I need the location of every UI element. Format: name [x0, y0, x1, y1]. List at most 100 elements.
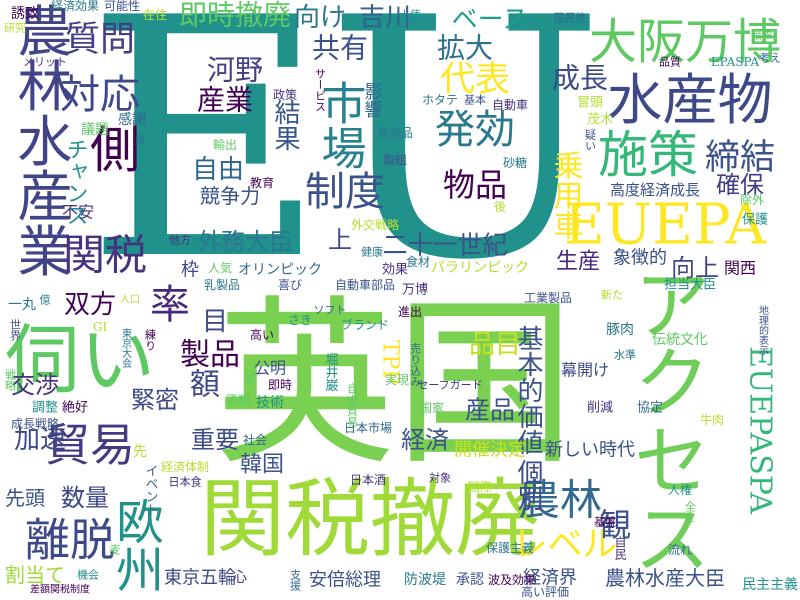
word: 結果 [270, 99, 300, 151]
word: 自由 [192, 155, 244, 185]
word: レベル [512, 525, 617, 565]
word: 施策 [598, 126, 698, 184]
word: 水準 [614, 348, 636, 362]
word: さき [288, 313, 312, 327]
word: 農林水産業 [8, 3, 72, 278]
word: 教育 [250, 175, 274, 190]
word: 技術 [256, 395, 284, 411]
word: 砂糖 [503, 156, 527, 170]
word: 自民 [613, 536, 627, 560]
word: 練り [144, 328, 157, 351]
word: 実現 [385, 373, 409, 387]
word: 質問 [65, 20, 135, 60]
word: ベース [452, 5, 529, 35]
word: 日本食 [169, 475, 202, 489]
word: 吉川 [359, 3, 411, 33]
word: 緊密 [131, 386, 179, 414]
word: 日本酒 [350, 473, 386, 487]
word: 喜び [278, 278, 302, 292]
word: 国際 [468, 480, 492, 494]
word: 堀井巌 [323, 353, 339, 393]
word: 承認 [456, 572, 484, 588]
word: 茂木 [587, 113, 613, 128]
word: 上 [328, 226, 352, 254]
word: 一丸 [8, 297, 36, 313]
word: 戦略 [4, 369, 17, 392]
word: 健康 [361, 245, 383, 259]
word: 拡大 [437, 32, 493, 65]
word: 公明 [254, 359, 286, 378]
word: 調整 [32, 401, 58, 416]
word: セーフガード [417, 379, 482, 392]
word: アクセス [620, 264, 710, 576]
word: 外務大臣 [197, 228, 293, 256]
word: 締結 [705, 138, 775, 178]
word: ブランド [341, 317, 389, 332]
word: 確保 [716, 171, 764, 199]
word: 高い評価 [521, 585, 569, 599]
word: 象徴的 [613, 248, 667, 269]
word: 発効 [435, 107, 515, 153]
word: 経済体制 [161, 460, 209, 474]
word: EU [85, 0, 604, 332]
word: 農林水産大臣 [605, 566, 725, 590]
word: ホタテ [422, 93, 458, 107]
word: 製品 [180, 338, 240, 373]
word: 保護主義 [486, 540, 534, 555]
word: 可能性 [104, 0, 140, 13]
word: 地理的表示 [757, 304, 769, 355]
word: 豚肉 [606, 322, 634, 338]
word: 在住 [143, 8, 167, 22]
word: 経済界 [523, 568, 577, 589]
word: EUEPASPA [743, 346, 778, 514]
word: 高い [250, 328, 274, 342]
word: 東京五輪 [164, 568, 236, 589]
word: 成長 [552, 62, 608, 95]
word: 社会 [243, 432, 267, 447]
word: 生産 [556, 250, 600, 275]
word: 防波堤 [404, 572, 446, 588]
word: 対象 [429, 472, 451, 485]
word: 民主主義 [742, 576, 798, 593]
word: 伺い [5, 316, 155, 404]
word: 額 [190, 368, 220, 403]
word: 向上 [671, 254, 719, 282]
word: 後 [494, 200, 506, 214]
word: 進出 [398, 305, 422, 319]
word: 競争力 [200, 184, 260, 208]
word: 制度 [305, 169, 385, 215]
word: 心 [233, 570, 247, 586]
word: 人気 [208, 260, 232, 275]
word: イベント [143, 464, 159, 516]
word: 物品 [443, 166, 507, 204]
word: 観 [599, 506, 631, 544]
word: 国民性 [554, 11, 587, 25]
word: EUEPA [564, 193, 766, 258]
word: 関税撤廃 [200, 471, 540, 570]
word: 農産品 [377, 126, 413, 140]
word: 全て [684, 500, 697, 523]
word: 新た [601, 289, 623, 302]
word: 考え [759, 52, 781, 65]
word: 差額関税制度 [30, 583, 90, 596]
word: 支援 [289, 569, 302, 592]
word: 先 [133, 444, 147, 460]
word: 外交戦略 [351, 217, 399, 232]
word: 波及効果 [488, 573, 536, 587]
word: 高度経済成長 [610, 181, 700, 199]
word: 側 [90, 121, 140, 179]
word: 基本 [464, 93, 486, 107]
word: 議題 [81, 121, 109, 138]
word: 点 [135, 134, 146, 147]
word: 即時撤廃 [179, 0, 291, 32]
word: パラリンピック [431, 260, 529, 276]
word: 共有 [312, 32, 368, 65]
word: 重要 [191, 426, 239, 454]
word: 日本市場 [344, 421, 392, 435]
word: 自動車部品 [335, 278, 395, 292]
word: 削減 [587, 400, 613, 416]
word: 措置 [751, 28, 773, 42]
word: 政策 [273, 88, 297, 102]
